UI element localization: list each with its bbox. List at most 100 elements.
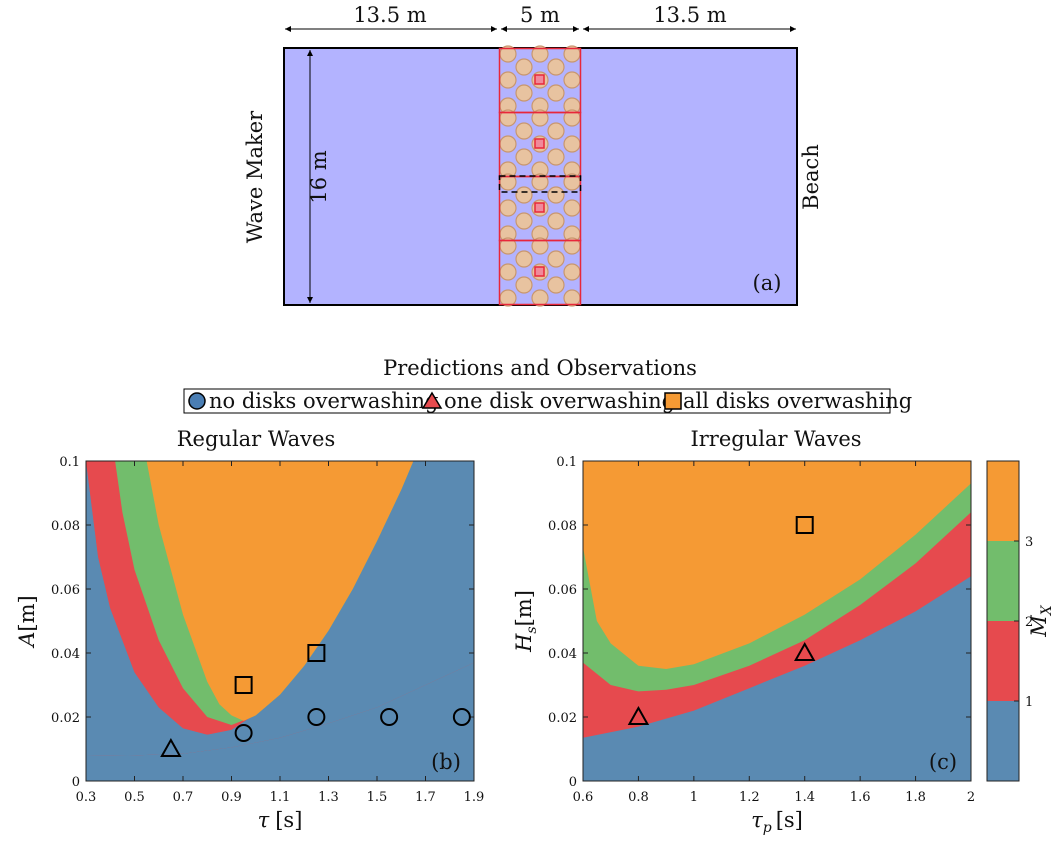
disk	[499, 289, 517, 307]
beach-label: Beach	[799, 144, 823, 210]
chart-irregular-waves: 0.6 0.8 1 1.2 1.4 1.6 1.8 2 0 0.02 0.04 0.06 0.08 0.1…	[512, 455, 975, 836]
disk	[563, 289, 581, 307]
cell-borders	[498, 47, 582, 306]
disk	[531, 289, 549, 307]
dim-height-label: 16 m	[307, 150, 331, 203]
disk	[515, 212, 533, 230]
dimension-arrows	[285, 28, 796, 303]
colorbar-segment	[987, 541, 1019, 621]
region-mx3	[146, 461, 414, 721]
x-axis-label-symbol: τ	[258, 808, 270, 832]
y-tick-label: 0	[569, 775, 577, 790]
sensor-square	[534, 202, 545, 213]
disk	[547, 122, 565, 140]
x-axis-label-unit: [s]	[776, 808, 803, 832]
y-axis-label-subscript: s	[524, 626, 540, 633]
observation-square	[795, 516, 814, 534]
y-axis-label-symbol: H	[512, 633, 536, 653]
x-tick-label: 0.9	[221, 790, 242, 805]
disk	[563, 71, 581, 89]
y-tick-label: 0.1	[59, 455, 80, 470]
y-tick-label: 0.02	[548, 711, 577, 726]
observation-square	[307, 644, 326, 662]
disk	[547, 250, 565, 268]
legend: no disks overwashing one disk overwashin…	[183, 388, 912, 414]
x-tick-label: 1.8	[905, 790, 926, 805]
observation-triangle	[794, 641, 816, 661]
legend-box	[183, 388, 891, 414]
colorbar-label-subscript: X	[1039, 604, 1055, 616]
disk	[499, 263, 517, 281]
y-tick-label: 0.08	[51, 519, 80, 534]
legend-label-circle: no disks overwashing	[209, 389, 438, 413]
x-tick-label: 1	[690, 790, 698, 805]
disk	[515, 122, 533, 140]
region-mx0-upper	[86, 461, 474, 757]
y-axis-label: A[m]	[15, 595, 39, 648]
disk	[499, 199, 517, 217]
legend-marker-square	[664, 392, 682, 410]
y-tick-label: 0.02	[51, 711, 80, 726]
disk	[515, 186, 533, 204]
sensor-square	[534, 138, 545, 149]
disk-array	[499, 45, 581, 307]
colorbar: 1 2 3 MX	[986, 460, 1055, 782]
cell-border	[498, 239, 582, 306]
legend-marker-circle	[188, 392, 206, 410]
y-tick-label: 0.08	[548, 519, 577, 534]
x-axis-label-subscript: p	[763, 820, 772, 836]
x-tick-label: 1.1	[270, 790, 291, 805]
observation-circle	[234, 724, 253, 742]
chart-regular-waves: 0.3 0.5 0.7 0.9 1.1 1.3 1.5 1.7 1.9 0 0.02 0.04 0.06…	[15, 455, 484, 832]
observation-circle	[307, 708, 326, 726]
colorbar-segment	[987, 701, 1019, 781]
disk	[531, 237, 549, 255]
x-tick-label: 0.7	[173, 790, 194, 805]
y-tick-label: 0.06	[51, 583, 80, 598]
colorbar-tick-label: 2	[1025, 615, 1033, 630]
x-axis-label-unit: [s]	[275, 808, 302, 832]
colorbar-label: MX	[1027, 604, 1055, 638]
disk	[547, 276, 565, 294]
dim-left-label: 13.5 m	[353, 3, 426, 27]
disk	[531, 109, 549, 127]
y-tick-label: 0.04	[548, 647, 577, 662]
disk	[547, 212, 565, 230]
x-axis-label: τ [s]	[258, 808, 303, 832]
x-tick-label: 1.7	[415, 790, 436, 805]
disk	[515, 148, 533, 166]
region-fills	[86, 461, 474, 781]
disk	[547, 148, 565, 166]
observation-circle	[452, 708, 471, 726]
legend-label-triangle: one disk overwashing	[444, 389, 675, 413]
disk	[515, 58, 533, 76]
x-tick-label: 0.5	[124, 790, 145, 805]
x-tick-label: 1.9	[464, 790, 485, 805]
disk	[515, 84, 533, 102]
y-axis-label-unit: [m]	[15, 595, 39, 631]
highlight-box	[498, 175, 582, 193]
x-axis-label-symbol: τ	[751, 808, 763, 832]
wave-maker-label: Wave Maker	[243, 110, 267, 243]
disk	[563, 263, 581, 281]
x-tick-label: 1.3	[318, 790, 339, 805]
y-tick-label: 0	[72, 775, 80, 790]
schematic: 13.5 m 5 m 13.5 m 16 m Wave Maker Beach …	[243, 3, 823, 307]
x-tick-label: 0.6	[573, 790, 594, 805]
colorbar-tick-label: 1	[1025, 695, 1033, 710]
disk	[563, 199, 581, 217]
colorbar-label-symbol: M	[1027, 615, 1051, 638]
observation-triangle	[627, 705, 650, 725]
x-tick-label: 1.2	[739, 790, 760, 805]
panel-a-label: (a)	[753, 271, 782, 295]
y-axis-label: Hs[m]	[512, 590, 540, 653]
dim-right-label: 13.5 m	[653, 3, 726, 27]
observation-square	[234, 676, 253, 694]
chart-b-title: Regular Waves	[177, 427, 336, 451]
sensor-square	[534, 266, 545, 277]
x-tick-label: 0.3	[76, 790, 97, 805]
dim-middle-label: 5 m	[520, 3, 560, 27]
colorbar-segment	[987, 621, 1019, 701]
panel-label: (b)	[431, 750, 461, 774]
